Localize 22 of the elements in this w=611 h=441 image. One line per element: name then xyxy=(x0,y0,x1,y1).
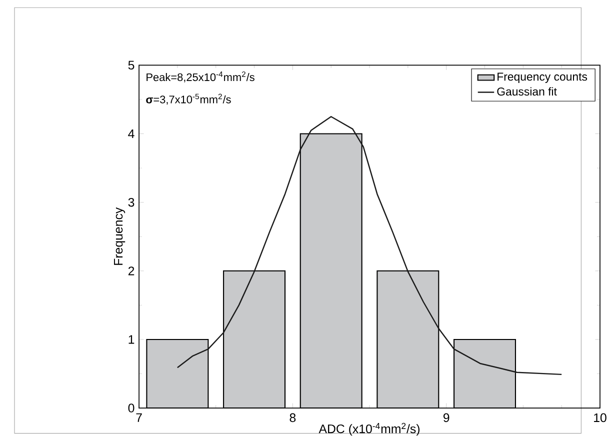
annotation: Peak=8,25x10$^{-4}$mm$^{2}$/s xyxy=(146,71,254,82)
line-series xyxy=(176,116,562,376)
bar xyxy=(300,134,362,408)
y-tick-label: 2 xyxy=(128,266,134,276)
y-tick-label: 4 xyxy=(128,130,134,138)
x-axis-title: ADC (x10$^{-4}$mm$^{2}$/s) xyxy=(318,422,420,436)
x-tick-label: 10 xyxy=(594,413,606,422)
x-tick-label: 9 xyxy=(443,413,450,422)
bar xyxy=(453,338,516,408)
y-tick-label: 5 xyxy=(128,60,134,70)
legend-label: Frequency counts xyxy=(498,72,588,83)
bar xyxy=(224,270,285,408)
y-tick-label: 0 xyxy=(128,404,134,412)
legend-label: Gaussian fit xyxy=(497,87,557,96)
y-axis-title: Frequency xyxy=(114,207,126,265)
y-tick-label: 3 xyxy=(128,198,134,207)
x-tick-label: 8 xyxy=(290,413,296,422)
bar xyxy=(146,339,208,408)
x-tick-label: 7 xyxy=(136,413,142,422)
bar xyxy=(377,270,439,408)
y-tick-label: 1 xyxy=(128,335,134,344)
annotation: σ=3,7x10$^{-5}$mm$^{2}$/s xyxy=(146,94,231,105)
